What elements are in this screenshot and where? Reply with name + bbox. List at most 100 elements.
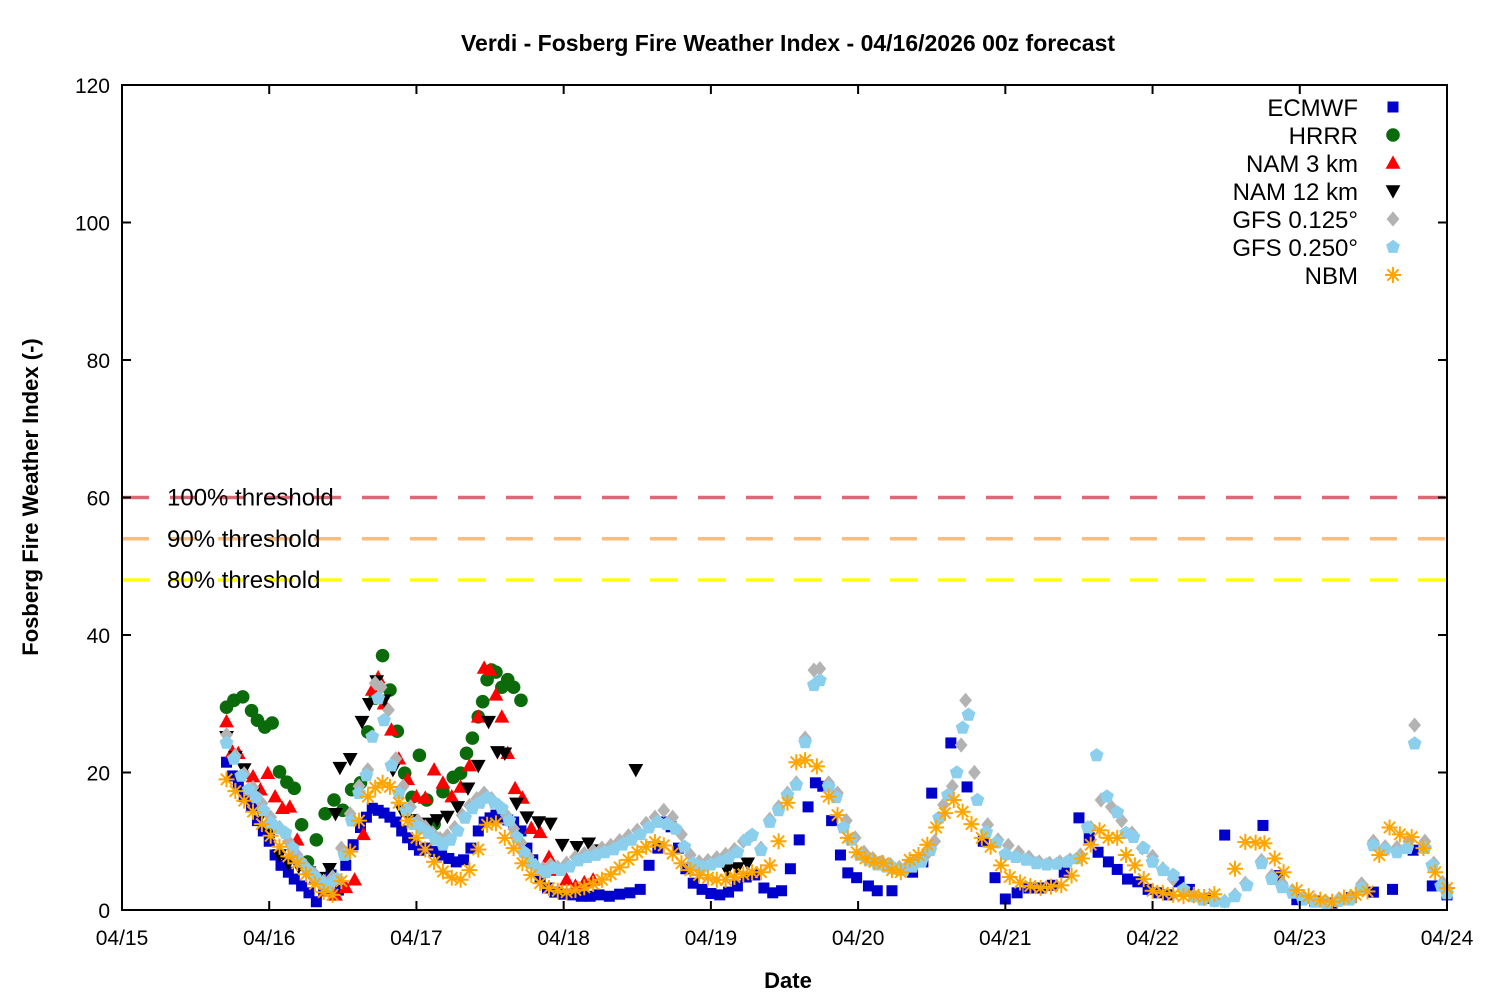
data-point [417,841,434,858]
data-point [657,802,671,818]
data-point [1288,882,1305,899]
data-point [1391,826,1408,843]
data-point [359,768,374,782]
data-point [1359,883,1376,900]
data-point [372,804,384,816]
data-point [245,769,261,783]
data-point [1073,850,1090,867]
data-point [614,888,626,900]
data-point [450,801,466,815]
data-point [257,825,269,837]
data-point [1415,840,1432,857]
data-point [1165,886,1182,903]
data-point [269,849,281,861]
data-point [871,885,883,897]
series-nbm [218,752,1455,910]
data-point [567,889,578,901]
data-point [481,715,496,730]
data-point [949,765,964,779]
data-point [232,780,244,792]
data-point [789,777,804,791]
data-point [1126,857,1143,874]
data-point [459,746,474,761]
asterisk-legend-marker-icon [1385,267,1401,283]
data-point [461,862,478,879]
data-point [549,886,561,898]
data-point [384,811,396,823]
threshold-lines: 100% threshold 90% threshold 80% threshold [122,485,1447,594]
data-point [494,801,509,815]
data-point [1390,845,1404,859]
pentagon-legend-marker-icon [1386,239,1400,253]
series-gfs-0-125- [220,661,1454,910]
data-point [275,859,287,871]
data-point [1239,878,1254,892]
data-point [1335,889,1352,906]
data-point [1387,883,1399,895]
data-point [875,855,892,872]
data-point [515,825,527,837]
data-point [673,855,690,872]
data-point [809,777,821,789]
data-point [554,838,570,853]
data-point [226,751,241,765]
data-point [1019,852,1033,866]
legend-item-ecmwf: ECMWF [1267,95,1399,122]
threshold-label: 100% threshold [167,485,334,512]
data-point [465,842,477,854]
data-point [977,835,989,847]
data-point [761,857,778,874]
data-point [249,790,263,804]
data-point [992,857,1009,874]
data-point [439,810,455,825]
data-point [278,825,293,839]
data-point [245,803,262,820]
data-point [740,857,756,871]
x-tick-label: 04/22 [1126,927,1179,950]
data-point [260,765,276,779]
data-point [1110,805,1125,819]
x-tick-label: 04/21 [979,927,1032,950]
data-point [575,890,587,902]
data-point [829,807,846,824]
data-point [462,758,477,772]
data-point [324,886,341,903]
triangle-down-legend-marker-icon [1385,185,1401,199]
data-point [959,692,972,708]
legend-label: GFS 0.125° [1232,207,1358,234]
data-point [384,722,399,736]
data-point [1142,883,1154,895]
data-point [1366,838,1381,852]
y-tick-label: 60 [87,488,110,511]
data-point [487,815,504,832]
data-point [219,714,234,728]
data-point [1219,829,1231,841]
legend-label: HRRR [1289,123,1358,150]
data-point [954,803,971,820]
threshold-label: 80% threshold [167,567,320,594]
data-point [1312,891,1329,908]
legend-item-hrrr: HRRR [1289,123,1400,150]
data-point [798,735,813,749]
triangle-up-legend-marker-icon [1385,155,1401,169]
data-point [808,758,825,775]
data-point [219,735,234,749]
data-point [624,887,636,899]
data-point [1264,871,1279,885]
data-point [296,880,308,892]
data-point [1092,846,1104,858]
data-point [408,829,425,846]
data-point [263,835,275,847]
data-point [444,788,460,803]
data-point [374,679,388,695]
data-point [1347,886,1364,903]
data-point [523,820,539,834]
data-point [886,885,898,897]
data-point [267,788,283,803]
data-point [643,859,655,871]
data-point [767,887,779,899]
chart-title: Verdi - Fosberg Fire Weather Index - 04/… [461,30,1115,56]
x-tick-label: 04/17 [390,927,443,950]
